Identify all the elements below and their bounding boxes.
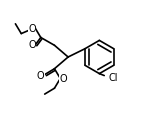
Text: O: O [28, 40, 36, 50]
Text: O: O [28, 23, 36, 33]
Text: Cl: Cl [108, 72, 118, 82]
Text: O: O [59, 74, 67, 84]
Text: O: O [37, 70, 45, 80]
